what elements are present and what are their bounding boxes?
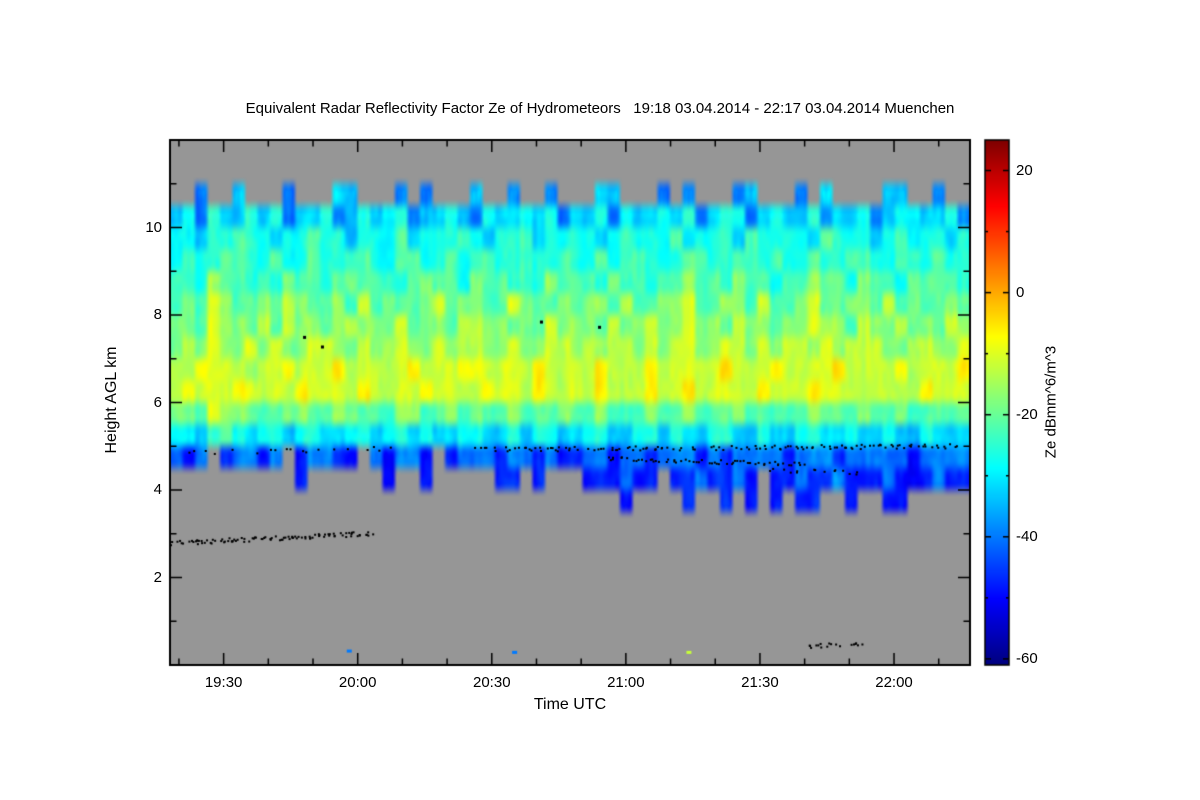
colorbar-tick-label: -60 [1016, 649, 1038, 667]
colorbar-tick-label: 0 [1016, 283, 1025, 301]
y-tick-label: 4 [153, 481, 162, 498]
y-tick-label: 2 [153, 568, 162, 586]
y-tick-label: 6 [153, 393, 162, 411]
colorbar-tick-label: -40 [1016, 527, 1038, 545]
chart-title: Equivalent Radar Reflectivity Factor Ze … [245, 100, 955, 117]
y-tick-label: 8 [153, 306, 162, 323]
x-tick-label: 20:00 [338, 674, 377, 691]
x-axis-label: Time UTC [533, 696, 607, 713]
colorbar-tick-label: 20 [1016, 161, 1033, 179]
y-tick-label: 10 [145, 218, 162, 236]
colorbar-label: Ze dBmm^6/m^3 [1042, 345, 1060, 459]
x-tick-label: 19:30 [204, 674, 243, 691]
colorbar-tick-label: -20 [1016, 405, 1038, 423]
x-tick-label: 21:00 [607, 674, 645, 691]
x-tick-label: 22:00 [875, 674, 913, 691]
x-tick-label: 20:30 [473, 674, 511, 691]
x-tick-label: 21:30 [741, 674, 779, 691]
